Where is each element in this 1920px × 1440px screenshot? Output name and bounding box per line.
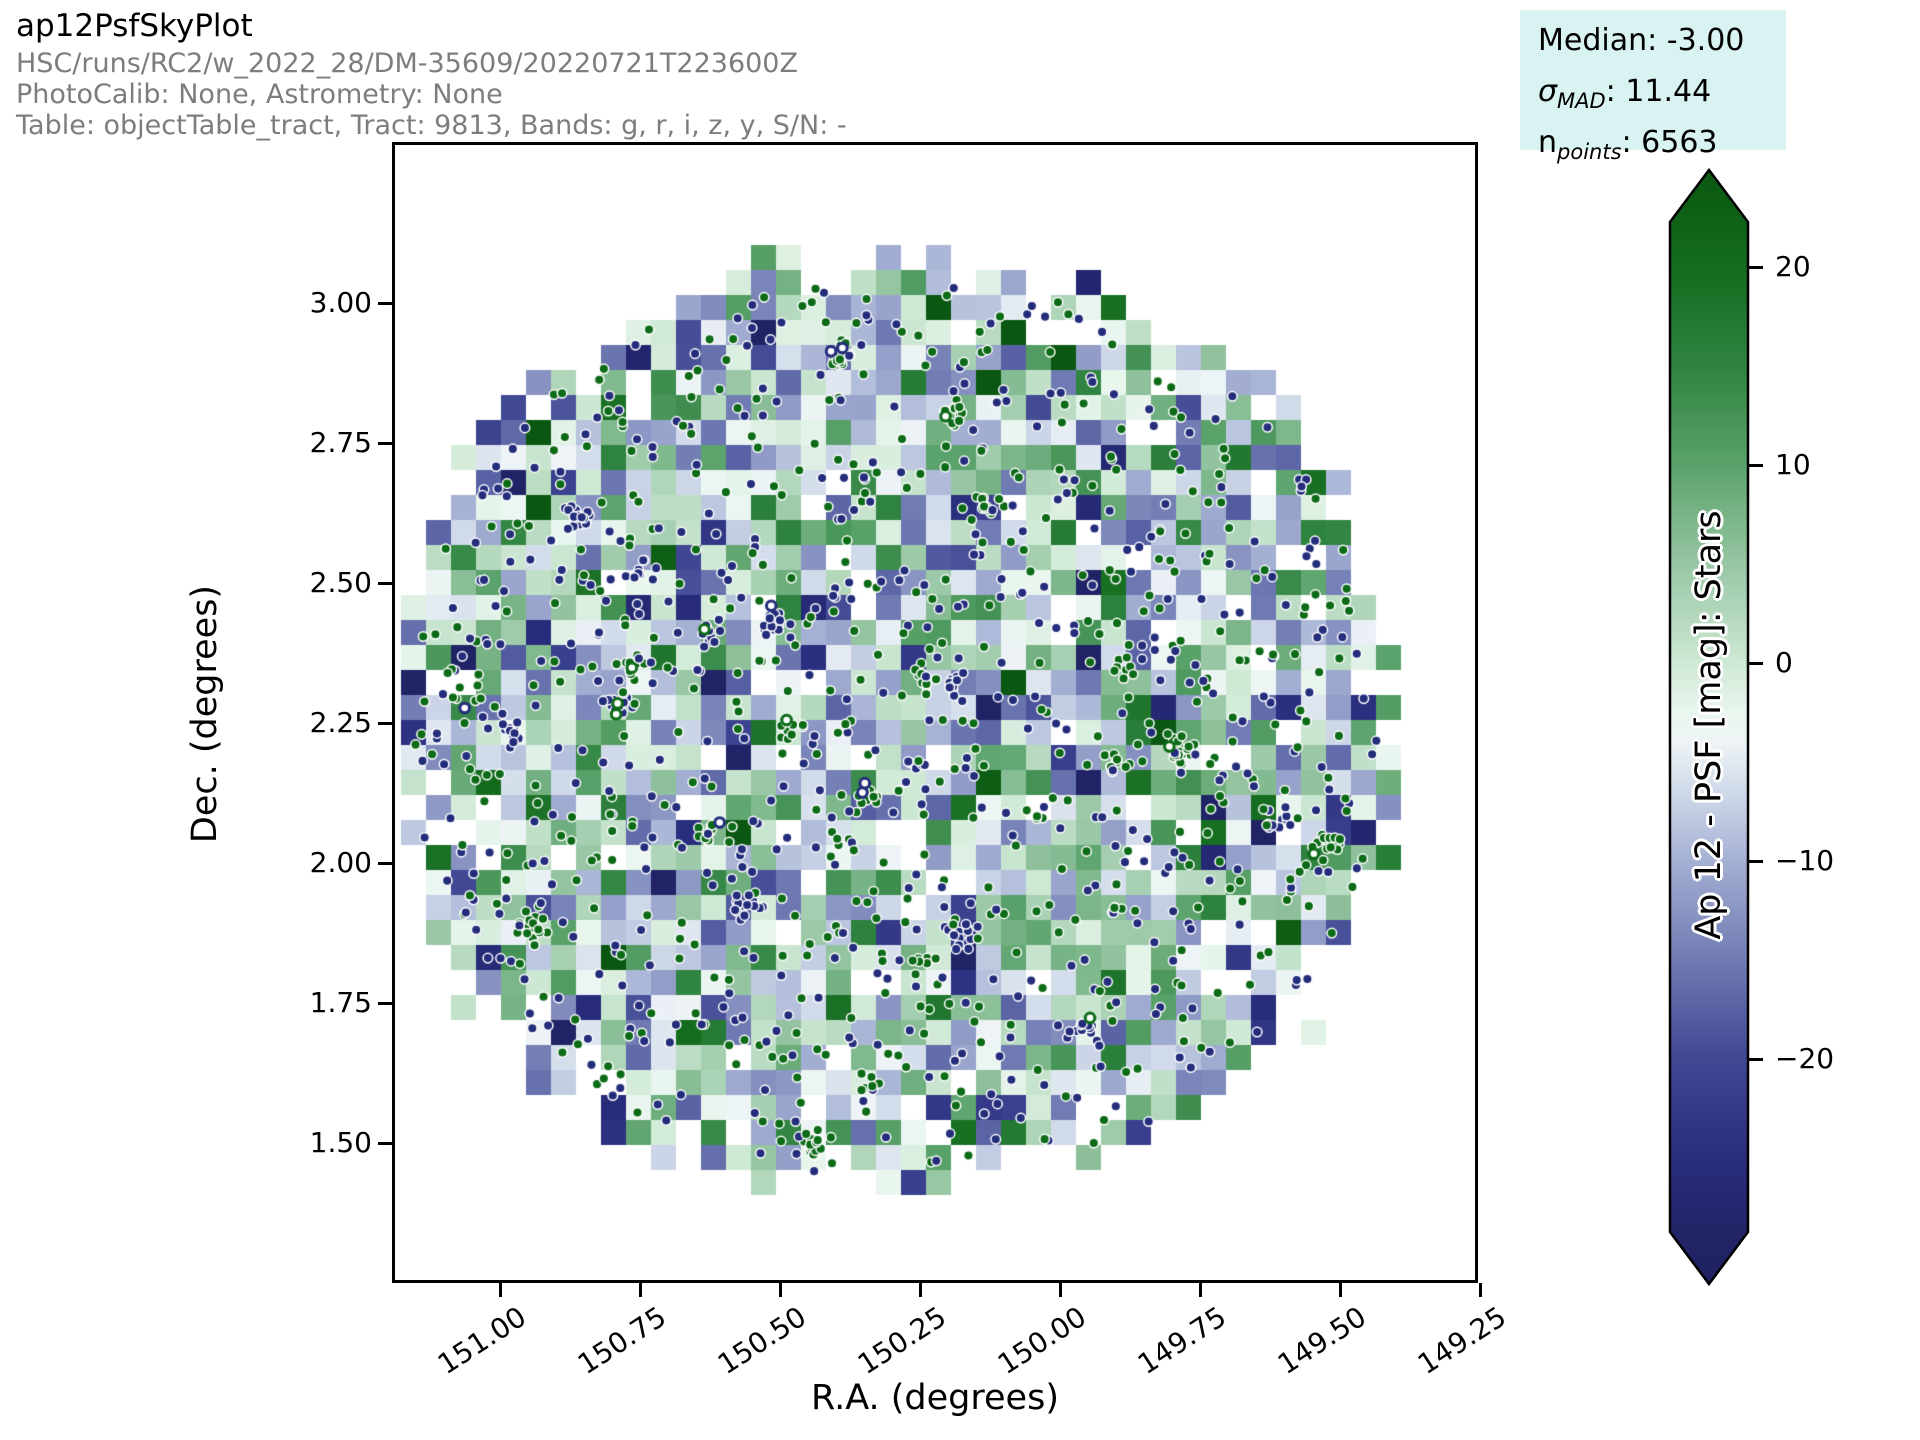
- colorbar-tick: [1748, 860, 1763, 863]
- table-info-line: Table: objectTable_tract, Tract: 9813, B…: [16, 110, 847, 141]
- x-tick: [639, 1283, 642, 1297]
- x-tick: [1059, 1283, 1062, 1297]
- y-tick-label: 2.50: [309, 566, 372, 599]
- colorbar-tick-label: 0: [1775, 646, 1793, 679]
- x-tick: [1479, 1283, 1482, 1297]
- y-tick: [378, 442, 392, 445]
- page-title: ap12PsfSkyPlot: [16, 8, 253, 44]
- y-tick-label: 2.00: [309, 846, 372, 879]
- x-tick: [1199, 1283, 1202, 1297]
- y-tick: [378, 1002, 392, 1005]
- colorbar-tick-label: 20: [1775, 250, 1811, 283]
- colorbar-label: Ap 12 - PSF [mag]: Stars: [1689, 510, 1729, 940]
- colorbar-tick: [1748, 266, 1763, 269]
- colorbar: [1668, 167, 1750, 1287]
- y-tick-label: 2.75: [309, 426, 372, 459]
- x-tick: [499, 1283, 502, 1297]
- sky-plot-canvas: [395, 145, 1475, 1280]
- y-tick: [378, 582, 392, 585]
- y-tick: [378, 862, 392, 865]
- y-tick: [378, 722, 392, 725]
- colorbar-tick: [1748, 1058, 1763, 1061]
- y-tick-label: 3.00: [309, 286, 372, 319]
- calibration-line: PhotoCalib: None, Astrometry: None: [16, 79, 503, 110]
- colorbar-tick-label: 10: [1775, 448, 1811, 481]
- y-tick-label: 2.25: [309, 706, 372, 739]
- x-tick: [919, 1283, 922, 1297]
- sigma-mad-stat: σMAD: 11.44: [1538, 74, 1712, 113]
- x-axis-label: R.A. (degrees): [811, 1378, 1059, 1418]
- y-tick: [378, 1142, 392, 1145]
- y-axis-label: Dec. (degrees): [185, 584, 225, 844]
- median-stat: Median: -3.00: [1538, 23, 1745, 58]
- colorbar-gradient-bar: [1668, 167, 1750, 1287]
- plot-area: [392, 142, 1478, 1283]
- colorbar-tick-label: −20: [1775, 1042, 1835, 1075]
- y-tick: [378, 302, 392, 305]
- x-tick: [779, 1283, 782, 1297]
- x-tick: [1339, 1283, 1342, 1297]
- colorbar-tick: [1748, 662, 1763, 665]
- colorbar-tick: [1748, 464, 1763, 467]
- y-tick-label: 1.75: [309, 986, 372, 1019]
- n-points-stat: npoints: 6563: [1538, 125, 1718, 164]
- colorbar-tick-label: −10: [1775, 844, 1835, 877]
- y-tick-label: 1.50: [309, 1126, 372, 1159]
- stats-summary-box: Median: -3.00 σMAD: 11.44 npoints: 6563: [1520, 10, 1786, 164]
- run-collection-line: HSC/runs/RC2/w_2022_28/DM-35609/20220721…: [16, 48, 798, 79]
